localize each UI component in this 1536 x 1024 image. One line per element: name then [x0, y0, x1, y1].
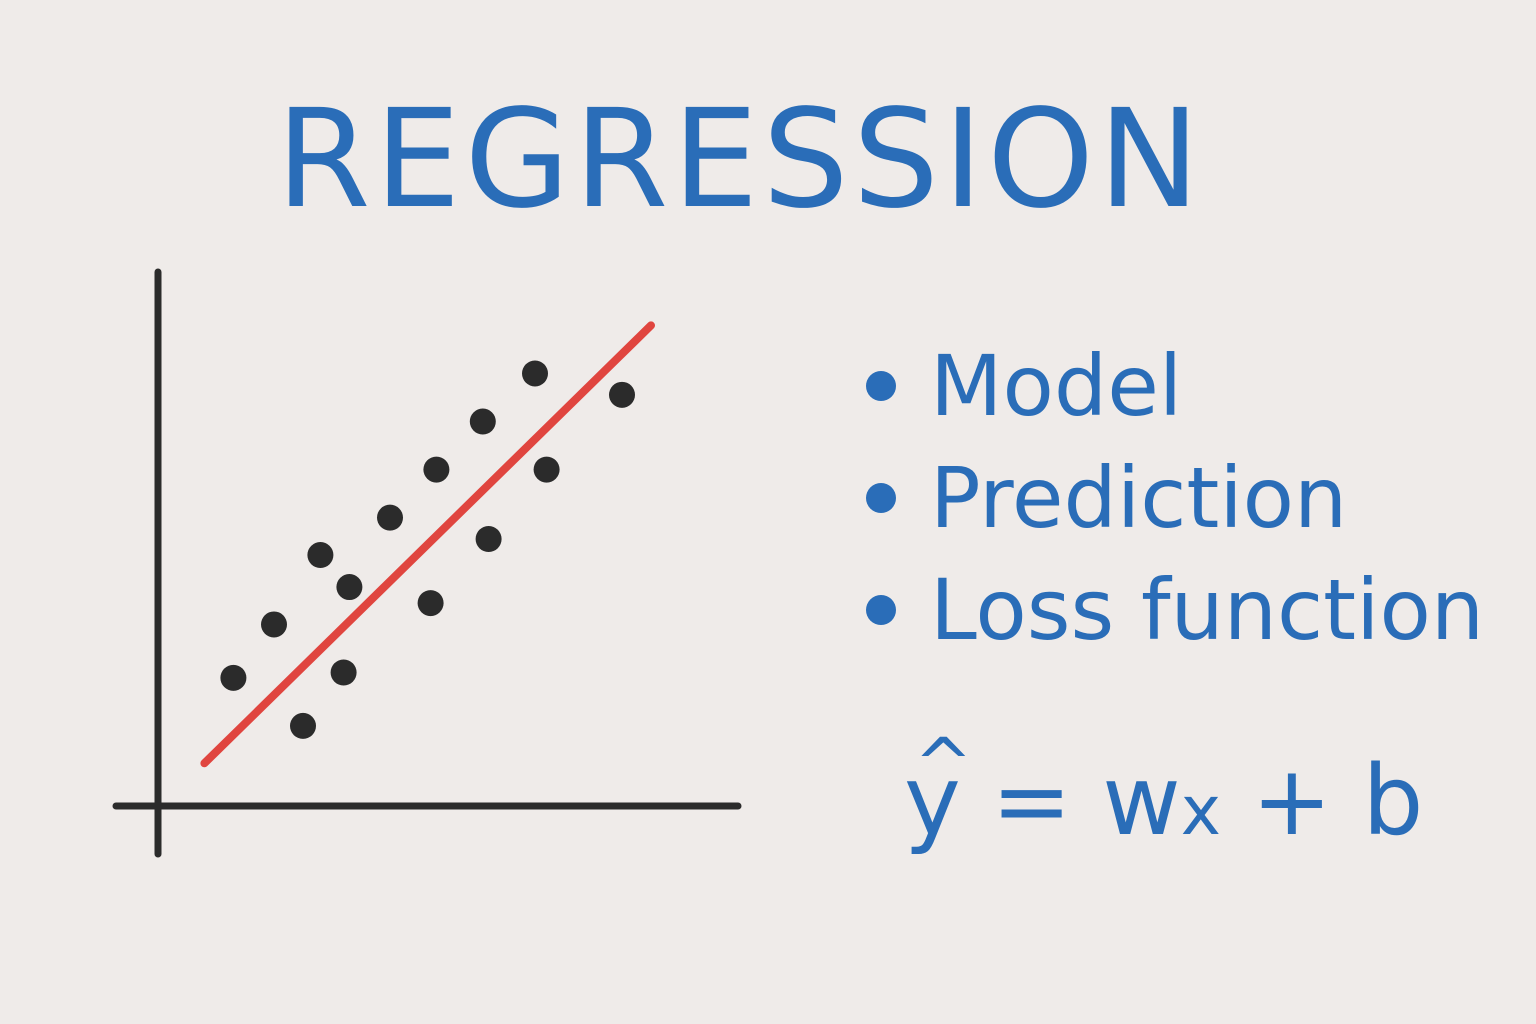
bullet-list: Model Prediction Loss function	[866, 330, 1484, 666]
x-symbol: x	[1180, 772, 1222, 851]
data-point-9	[423, 456, 450, 483]
bullet-dot-icon	[866, 595, 896, 625]
fit-line-layer	[200, 321, 655, 768]
bullet-item-model: Model	[866, 330, 1484, 442]
bullet-label: Model	[930, 337, 1183, 435]
data-point-14	[609, 381, 635, 408]
data-point-12	[522, 360, 548, 387]
bullet-item-loss-function: Loss function	[866, 554, 1484, 666]
regression-plot	[112, 268, 742, 858]
fit-line	[200, 321, 655, 768]
data-point-11	[475, 526, 502, 552]
scatter-points	[220, 360, 635, 739]
data-point-1	[220, 664, 247, 691]
page-title: REGRESSION	[276, 81, 1204, 239]
bullet-label: Prediction	[930, 449, 1348, 547]
regression-formula: ^ y = wx + b	[904, 723, 1424, 859]
equals-sign: =	[991, 745, 1072, 857]
data-point-8	[417, 590, 444, 617]
data-point-5	[336, 574, 363, 601]
bullet-dot-icon	[866, 483, 896, 513]
bullet-label: Loss function	[930, 561, 1485, 659]
data-point-6	[330, 659, 357, 686]
y-symbol: y	[904, 745, 961, 857]
bullet-item-prediction: Prediction	[866, 442, 1484, 554]
data-point-4	[307, 542, 334, 569]
y-hat: ^ y	[904, 723, 973, 859]
hat-symbol: ^	[914, 723, 973, 805]
data-point-13	[533, 456, 560, 483]
b-symbol: b	[1362, 745, 1424, 857]
plus-sign: +	[1251, 745, 1332, 857]
data-point-10	[469, 408, 496, 435]
w-symbol: w	[1102, 745, 1181, 857]
bullet-dot-icon	[866, 371, 896, 401]
data-point-3	[290, 712, 316, 739]
data-point-2	[261, 611, 287, 638]
data-point-7	[377, 504, 403, 531]
